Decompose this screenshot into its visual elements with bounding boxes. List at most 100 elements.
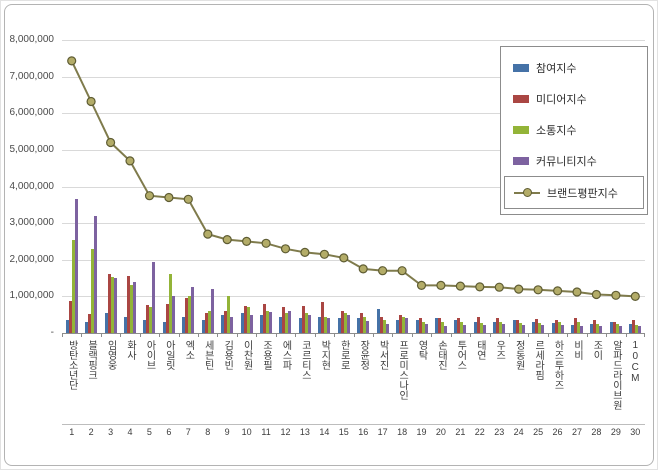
axis-tick xyxy=(62,333,63,337)
x-axis-label: 투어스 xyxy=(454,340,466,370)
line-marker xyxy=(514,284,524,294)
x-axis-rank-number: 11 xyxy=(261,427,271,437)
bar xyxy=(532,322,536,333)
x-axis-rank-number: 3 xyxy=(108,427,114,437)
bar xyxy=(113,278,117,333)
bar xyxy=(599,325,603,333)
x-axis-label: 조용필 xyxy=(260,340,272,370)
x-axis-rank-number: 16 xyxy=(358,427,369,437)
bar xyxy=(94,215,98,333)
x-axis-label: 한로로 xyxy=(338,340,350,370)
bar xyxy=(288,311,292,333)
bar xyxy=(538,322,542,333)
x-axis-label: 우즈 xyxy=(493,340,505,360)
bar-group xyxy=(276,40,295,333)
bar xyxy=(127,276,130,333)
axis-tick xyxy=(353,333,355,337)
x-axis-label: 영탁 xyxy=(416,340,427,360)
bar xyxy=(570,324,574,333)
x-axis-label: 박서진 xyxy=(377,340,389,370)
legend-item-3: 커뮤니티지수 xyxy=(504,145,644,176)
bar-group xyxy=(412,40,431,333)
bar xyxy=(337,318,341,333)
axis-tick xyxy=(489,333,491,337)
bar xyxy=(260,315,264,333)
plot-area xyxy=(62,40,645,337)
x-axis-rank-numbers: 1 2 3 4 5 6 7 8 9 10 11 12 13 14 15 16 17 18 19 20 21 22 23 24 2… xyxy=(62,424,645,441)
x-axis-rank-number: 2 xyxy=(88,427,94,437)
x-axis-label: 손태진 xyxy=(435,340,447,370)
legend: 참여지수 미디어지수 소통지수 커뮤니티지수 브랜드평판지수 xyxy=(500,46,648,215)
bar xyxy=(554,320,558,333)
bar xyxy=(191,286,195,333)
legend-item-0: 참여지수 xyxy=(504,52,644,83)
bar-group xyxy=(101,40,120,333)
bar xyxy=(143,320,147,333)
axis-tick xyxy=(139,333,141,337)
x-axis-label: 비비 xyxy=(571,340,583,360)
gridline xyxy=(62,113,645,115)
bar xyxy=(573,318,577,333)
bar xyxy=(185,298,189,333)
x-axis-label: 아이브 xyxy=(143,340,155,370)
y-axis-labels: 8,000,000 7,000,000 6,000,000 5,000,000 4,00… xyxy=(0,34,56,338)
y-axis-label: - xyxy=(50,327,54,338)
bar xyxy=(71,239,75,333)
bar-group xyxy=(626,40,645,333)
bar-group xyxy=(548,40,567,333)
x-axis-rank-number: 10 xyxy=(241,427,252,437)
bar-group xyxy=(470,40,489,333)
bar xyxy=(207,311,211,333)
bar xyxy=(496,318,500,333)
bar xyxy=(502,323,506,333)
legend-line-marker-icon xyxy=(514,188,540,197)
bar xyxy=(579,325,583,333)
bar xyxy=(405,318,409,333)
line-marker xyxy=(319,249,329,259)
bar xyxy=(576,322,580,333)
bar xyxy=(518,322,522,333)
y-axis-label: 4,000,000 xyxy=(9,180,55,192)
line-marker xyxy=(416,280,427,290)
x-axis-rank-number: 12 xyxy=(280,427,291,437)
bar xyxy=(162,322,166,333)
x-axis-rank-number: 20 xyxy=(435,427,446,437)
bar xyxy=(224,311,228,333)
bar xyxy=(360,312,364,333)
bar xyxy=(421,322,425,333)
bar xyxy=(74,199,78,333)
bar xyxy=(590,323,594,333)
line-marker xyxy=(553,286,563,296)
x-axis-label: 화사 xyxy=(124,340,136,360)
bar xyxy=(285,312,289,333)
bar xyxy=(499,322,503,333)
axis-tick xyxy=(644,333,645,337)
bar xyxy=(168,274,172,333)
line-marker xyxy=(125,156,135,166)
bar xyxy=(152,261,156,333)
x-axis-label: 프로미스나인 xyxy=(396,340,408,400)
bar xyxy=(298,318,302,333)
bar xyxy=(91,248,95,333)
bar-group xyxy=(451,40,470,333)
bar-group xyxy=(62,40,81,333)
bar xyxy=(609,322,613,333)
bar xyxy=(363,316,367,333)
axis-tick xyxy=(236,333,238,337)
x-axis-label: 10CM xyxy=(629,340,641,384)
bar-group xyxy=(295,40,314,333)
legend-label: 참여지수 xyxy=(536,62,577,75)
x-axis-rank-number: 7 xyxy=(185,427,191,437)
axis-tick xyxy=(606,333,608,337)
legend-item-4: 브랜드평판지수 xyxy=(504,176,644,209)
axis-tick xyxy=(334,333,336,337)
axis-tick xyxy=(314,333,316,337)
legend-item-1: 미디어지수 xyxy=(504,83,644,114)
gridline xyxy=(62,149,645,151)
x-axis-rank-number: 19 xyxy=(416,427,427,437)
x-axis-label: 르세라핌 xyxy=(532,340,544,380)
x-axis-label: 김용빈 xyxy=(221,340,233,370)
bar-group xyxy=(120,40,139,333)
bar-group xyxy=(237,40,256,333)
bar xyxy=(460,322,464,333)
